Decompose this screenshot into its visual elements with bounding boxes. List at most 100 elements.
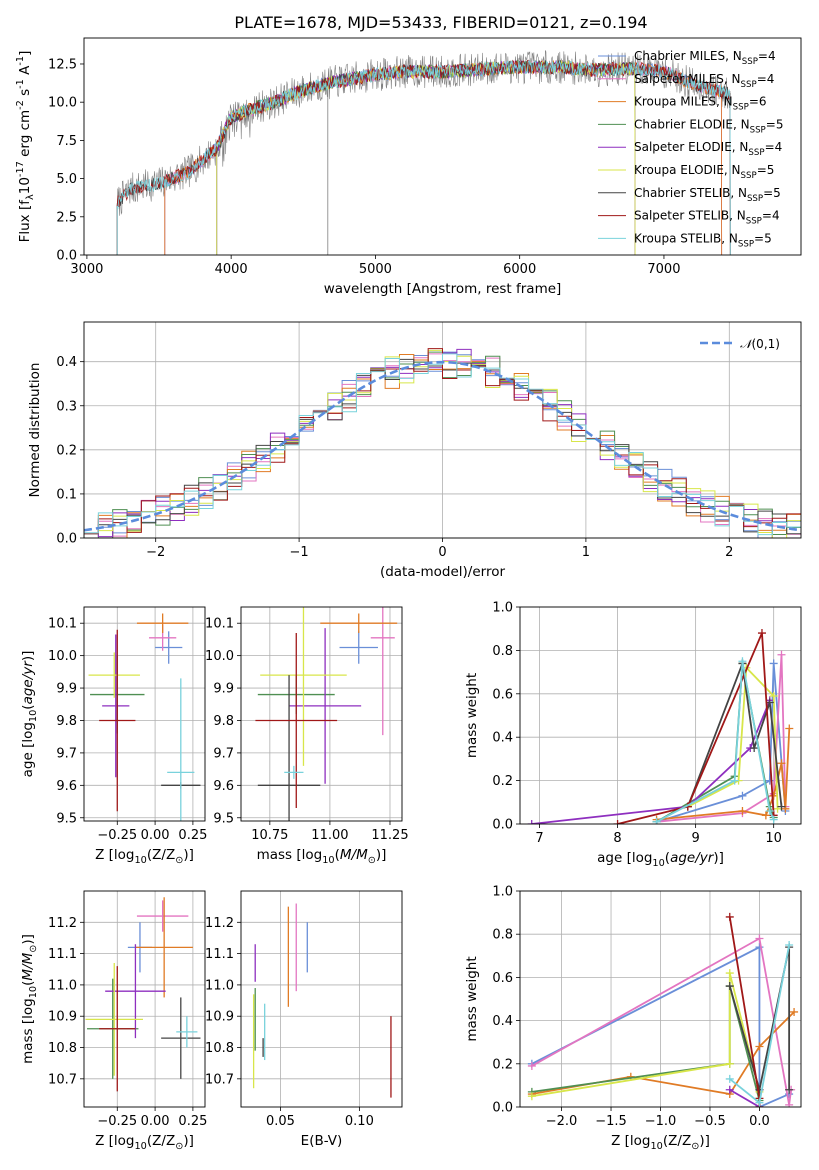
weight-marker [725,1085,734,1094]
x-tick-label: −0.25 [97,1114,137,1129]
y-tick-label: 10.9 [205,1010,234,1025]
tick-group: −0.25 0.00 0.25 10.7 10.8 10.9 11.0 11.1 11.2 [48,916,207,1129]
weight-marker [765,776,774,785]
axes-frame [83,606,206,822]
axes-frame [519,890,802,1108]
x-axis-label: age [log10(age/yr)] [597,850,724,869]
y-tick-label: 0.4 [56,355,77,370]
weight-marker [527,1092,536,1101]
axes-frame [83,321,802,539]
weight-line-chabrier-miles [531,945,790,1107]
age-mass-plot-area [255,607,398,821]
weight-marker [777,650,786,659]
normal-reference-curve [84,360,799,532]
axes-frame [83,890,206,1108]
weight-line-salpeter-miles [656,654,787,823]
weight-marker [613,820,622,824]
legend-label: 𝒩(0,1) [740,337,780,351]
x-tick-label: 7 [535,831,543,846]
y-tick-label: 9.5 [56,811,77,826]
weight-marker [769,815,778,824]
x-tick-label: −1.0 [645,1114,677,1129]
x-tick-label: 1 [582,545,590,560]
x-axis-label: E(B-V) [301,1133,343,1149]
y-tick-label: 0.8 [492,644,513,659]
legend-label: Kroupa MILES, NSSP=6 [634,95,767,113]
weight-line-salpeter-elodie [531,699,771,824]
residuals-axes: −2 −1 0 1 2 0.0 0.1 0.2 0.3 0.4 (data-model)/error… [27,321,802,580]
weight-marker [790,1007,799,1016]
age-Z-axes: −0.25 0.00 0.25 9.5 9.6 9.7 9.8 9.9 10.0 10.1 Z [l… [20,606,207,866]
weight-age-axes: 7 8 9 10 0.0 0.2 0.4 0.6 0.8 1.0 age [log10(age/yr… [464,601,802,869]
axes-frame [240,890,403,1108]
legend-label: Chabrier ELODIE, NSSP=5 [634,117,783,135]
y-tick-label: 12.5 [48,57,77,72]
weight-line-salpeter-stelib [617,632,775,824]
age-Z-plot-area [88,613,201,821]
weight-marker [738,791,747,800]
x-tick-label: 0.05 [266,1114,295,1129]
y-tick-label: 0.2 [56,443,77,458]
x-axis-label: mass [log10(M/M⊙)] [257,847,387,866]
legend-label: Salpeter MILES, NSSP=4 [634,72,774,90]
y-axis-label: mass weight [464,956,480,1041]
weight-Z-plot-area [527,912,799,1107]
model-spectrum-kroupa-miles [164,60,723,255]
weight-marker [725,969,734,978]
mass-EBV-plot-area [252,903,392,1098]
y-axis-label: mass weight [464,673,480,758]
weight-marker [755,934,764,943]
x-tick-label: 0.25 [178,828,207,843]
tick-group: −2 −1 0 1 2 0.0 0.1 0.2 0.3 0.4 [56,355,733,560]
model-spectrum-salpeter-miles [164,59,723,255]
weight-marker [725,982,734,991]
x-tick-label: 6000 [503,262,536,277]
x-tick-label: 0.10 [345,1114,374,1129]
spectrum-axes: 3000 4000 5000 6000 7000 0.0 2.5 5.0 7.5 10.0 12.5… [15,37,802,297]
weight-marker [757,629,766,638]
y-tick-label: 1.0 [492,885,513,900]
weight-marker [785,1085,794,1094]
x-tick-label: 9 [691,831,699,846]
model-spectrum-kroupa-stelib [116,60,731,255]
weight-marker [725,1074,734,1083]
weight-marker [750,744,759,753]
y-tick-label: 11.1 [205,947,234,962]
model-spectrum-salpeter-elodie [216,60,636,255]
residuals-plot-area [84,348,801,538]
x-axis-label: Z [log10(Z/Z⊙)] [95,847,194,866]
y-tick-label: 11.2 [205,916,234,931]
y-tick-label: 10.9 [48,1010,77,1025]
x-tick-label: 7000 [647,262,680,277]
y-tick-label: 1.0 [492,601,513,616]
y-tick-label: 10.1 [48,617,77,632]
weight-marker [738,657,747,666]
mass-Z-axes: −0.25 0.00 0.25 10.7 10.8 10.9 11.0 11.1 11.2 Z [… [20,890,207,1152]
legend-label: Chabrier STELIB, NSSP=5 [634,186,781,204]
y-tick-label: 10.7 [205,1072,234,1087]
x-tick-label: 11.25 [371,828,408,843]
x-tick-label: 11.00 [311,828,348,843]
axes-frame [240,606,403,822]
y-tick-label: 0.0 [492,818,513,833]
tick-group: 10.75 11.00 11.25 9.5 9.6 9.7 9.8 9.9 10.0 10.1 [205,617,409,843]
axes-frame [83,37,802,256]
tick-group: 7 8 9 10 0.0 0.2 0.4 0.6 0.8 1.0 [492,601,782,847]
y-tick-label: 0.6 [492,971,513,986]
y-tick-label: 0.6 [492,687,513,702]
spectrum-legend: Chabrier MILES, NSSP=4 Salpeter MILES, NS… [598,49,783,249]
y-tick-label: 7.5 [56,134,77,149]
weight-line-chabrier-stelib [728,946,791,1090]
spectrum-plot-area [116,50,731,255]
weight-line-kroupa-elodie [531,972,761,1098]
model-spectrum-chabrier-miles [164,59,723,255]
y-axis-label: Normed distribution [27,363,43,498]
x-tick-label: −1.5 [595,1114,627,1129]
y-tick-label: 10.8 [48,1041,77,1056]
y-tick-label: 11.0 [48,978,77,993]
y-tick-label: 0.2 [492,1057,513,1072]
weight-marker [785,1100,794,1107]
tick-group: −2.0 −1.5 −1.0 −0.5 0.0 0.0 0.2 0.4 0.6 0.8 1.0 [492,885,769,1130]
y-tick-label: 9.6 [213,779,234,794]
legend-label: Salpeter ELODIE, NSSP=4 [634,140,782,158]
